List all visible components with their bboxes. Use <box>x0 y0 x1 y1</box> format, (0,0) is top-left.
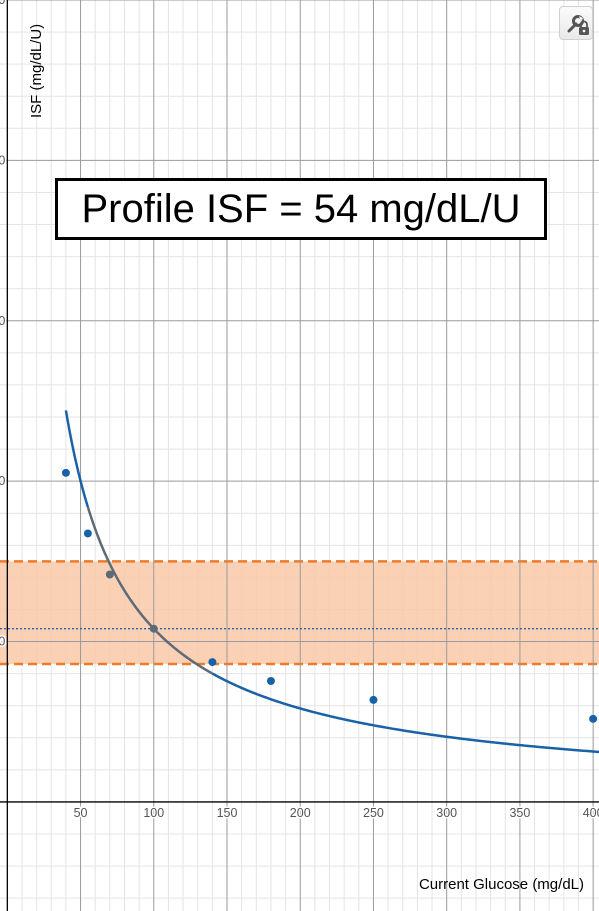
y-tick-label: 100 <box>0 474 5 488</box>
y-tick-label: 150 <box>0 314 5 328</box>
isf-series <box>61 410 599 754</box>
y-tick-label: 250 <box>0 0 5 7</box>
y-tick-label: 50 <box>0 635 5 649</box>
target-band-fill <box>0 561 599 665</box>
x-tick-label: 350 <box>509 806 530 820</box>
graph-settings-button[interactable] <box>559 6 593 40</box>
x-tick-label: 200 <box>290 806 311 820</box>
isf-curve-mid <box>86 506 213 675</box>
wrench-lock-icon <box>567 15 589 35</box>
tick-labels: 50 100 150 200 250 300 350 400 50 100 150 200 250 <box>0 0 599 821</box>
data-point <box>589 714 598 723</box>
isf-curve-low <box>64 410 90 508</box>
data-point <box>266 677 275 686</box>
x-axis-label: Current Glucose (mg/dL) <box>419 876 584 893</box>
data-point <box>83 529 92 538</box>
data-point <box>61 468 70 477</box>
data-point <box>369 695 378 704</box>
x-tick-label: 250 <box>363 806 384 820</box>
profile-isf-annotation: Profile ISF = 54 mg/dL/U <box>55 178 547 240</box>
isf-curve-high <box>211 672 599 754</box>
data-point <box>208 658 217 667</box>
y-tick-label: 200 <box>0 153 5 167</box>
x-tick-label: 300 <box>436 806 457 820</box>
x-tick-label: 400 <box>583 806 599 820</box>
y-axis-label: ISF (mg/dL/U) <box>28 24 45 118</box>
data-point <box>105 570 114 579</box>
x-tick-label: 150 <box>217 806 238 820</box>
data-point <box>149 624 158 633</box>
target-band <box>0 560 599 666</box>
x-tick-label: 50 <box>74 806 88 820</box>
x-tick-label: 100 <box>143 806 164 820</box>
